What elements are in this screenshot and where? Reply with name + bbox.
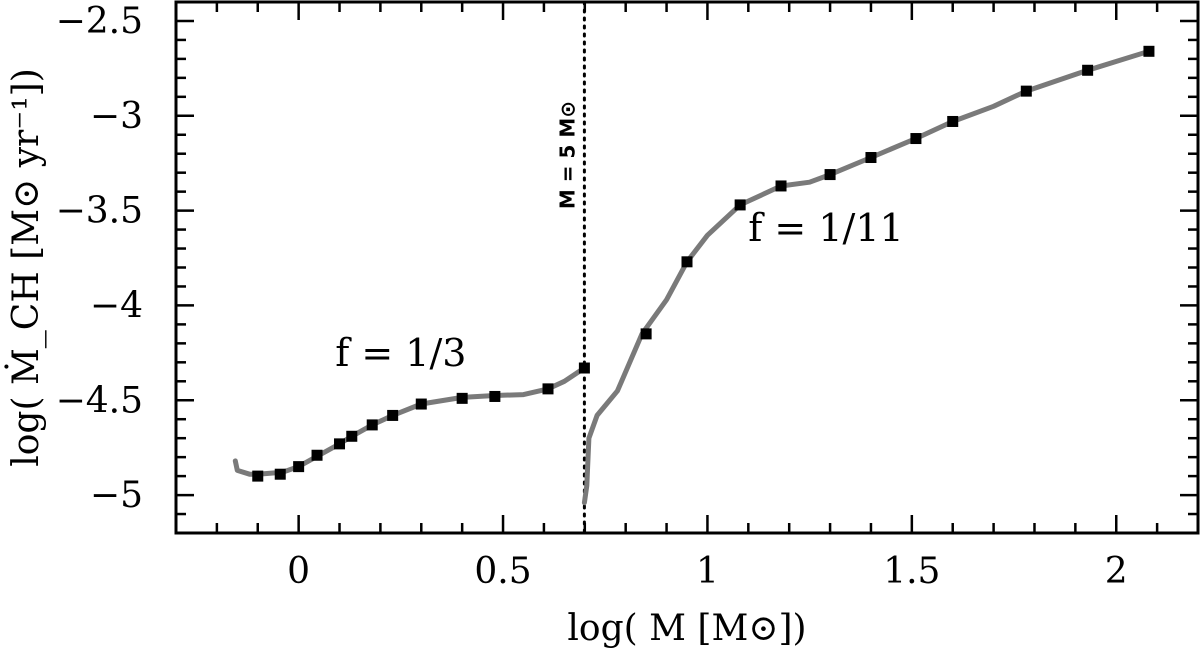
data-point-low-mass (542, 383, 554, 395)
plot-frame (174, 0, 1200, 535)
data-point-low-mass (578, 362, 590, 374)
data-point-high-mass (734, 199, 746, 211)
y-tick-label: −5 (90, 475, 143, 516)
data-point-low-mass (293, 461, 305, 473)
data-point-low-mass (415, 398, 427, 410)
data-point-high-mass (681, 256, 693, 268)
data-point-low-mass (274, 468, 286, 480)
data-point-high-mass (865, 152, 877, 164)
annotation-0: f = 1/3 (335, 331, 466, 375)
data-point-low-mass (366, 419, 378, 431)
y-tick-label: −3 (90, 96, 143, 137)
y-tick-label: −3.5 (56, 191, 143, 232)
data-point-high-mass (640, 328, 652, 340)
data-point-low-mass (311, 449, 323, 461)
data-point-low-mass (346, 430, 358, 442)
x-tick-label: 0 (287, 551, 310, 592)
data-point-high-mass (1020, 85, 1032, 97)
y-tick-label: −4 (90, 285, 143, 326)
data-point-low-mass (456, 392, 468, 404)
data-point-low-mass (252, 470, 264, 482)
data-point-high-mass (1082, 64, 1094, 76)
x-tick-label: 1 (696, 551, 719, 592)
x-tick-label: 2 (1105, 551, 1128, 592)
data-point-high-mass (824, 169, 836, 181)
y-tick-label: −2.5 (56, 1, 143, 42)
x-axis-label: log( M [M⊙]) (567, 608, 806, 649)
curve-high-mass (581, 48, 1152, 506)
x-tick-label: 0.5 (474, 551, 531, 592)
annotation-1: f = 1/11 (748, 206, 903, 250)
y-axis-label: log( Ṁ_CH [M⊙ yr⁻¹]) (5, 68, 47, 467)
data-point-high-mass (775, 180, 787, 192)
curve-low-mass (232, 365, 587, 477)
data-point-low-mass (334, 438, 346, 450)
data-point-high-mass (910, 133, 922, 145)
data-point-low-mass (489, 390, 501, 402)
axes (174, 0, 1200, 535)
y-tick-label: −4.5 (56, 380, 143, 421)
vline-label: M = 5 M⊙ (555, 101, 579, 209)
x-tick-label: 1.5 (883, 551, 940, 592)
labels: 0 0.5 1 1.5 2 −2.5 −3 −3.5 −4 −4.5 −5 log( M [M⊙]) l… (5, 1, 1128, 649)
data-point-high-mass (1143, 45, 1155, 57)
data-point-high-mass (947, 115, 959, 127)
data-point-low-mass (387, 409, 399, 421)
plot-area (232, 0, 1155, 535)
